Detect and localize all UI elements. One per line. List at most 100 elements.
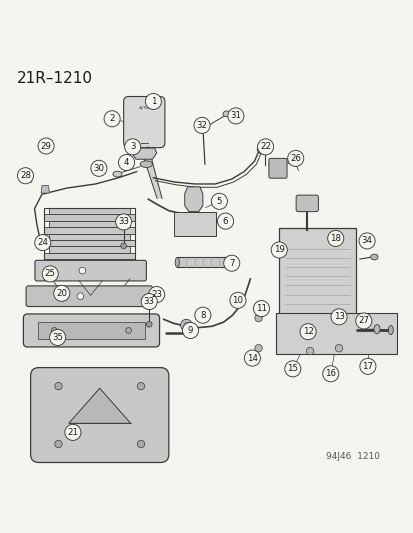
Text: 20: 20 [56, 289, 67, 298]
Circle shape [118, 155, 134, 171]
Text: 31: 31 [230, 111, 241, 120]
Text: 10: 10 [232, 296, 243, 305]
Text: 29: 29 [40, 142, 51, 150]
Circle shape [55, 383, 62, 390]
Text: 9: 9 [188, 326, 193, 335]
Circle shape [54, 285, 70, 301]
Text: 21R–1210: 21R–1210 [17, 70, 93, 85]
Text: 32: 32 [196, 121, 207, 130]
Text: 6: 6 [222, 216, 228, 225]
FancyBboxPatch shape [44, 214, 135, 221]
Polygon shape [132, 148, 156, 159]
Circle shape [194, 117, 209, 133]
FancyBboxPatch shape [49, 246, 130, 253]
Text: 7: 7 [228, 259, 234, 268]
FancyBboxPatch shape [44, 253, 135, 259]
Circle shape [65, 424, 81, 440]
FancyBboxPatch shape [49, 208, 130, 214]
Circle shape [55, 440, 62, 448]
Ellipse shape [257, 145, 268, 154]
Ellipse shape [226, 257, 230, 268]
Circle shape [330, 309, 346, 325]
Text: 11: 11 [255, 304, 266, 313]
Bar [44, 208, 135, 265]
Circle shape [115, 214, 131, 230]
Text: 35: 35 [52, 333, 63, 342]
FancyBboxPatch shape [275, 313, 396, 353]
Circle shape [90, 160, 107, 176]
Circle shape [137, 440, 145, 448]
Ellipse shape [175, 257, 179, 268]
FancyBboxPatch shape [31, 368, 169, 463]
Circle shape [271, 242, 287, 258]
Circle shape [77, 293, 83, 300]
Circle shape [253, 301, 269, 317]
Text: 2: 2 [109, 114, 114, 123]
FancyBboxPatch shape [49, 233, 130, 240]
Polygon shape [69, 388, 131, 423]
Ellipse shape [113, 171, 122, 177]
Circle shape [42, 266, 58, 282]
Circle shape [126, 328, 131, 333]
Ellipse shape [387, 326, 392, 335]
Circle shape [50, 329, 66, 345]
Text: 24: 24 [37, 238, 48, 247]
FancyBboxPatch shape [295, 195, 318, 212]
Circle shape [137, 383, 145, 390]
Circle shape [17, 168, 33, 184]
FancyBboxPatch shape [268, 158, 286, 178]
Circle shape [121, 243, 126, 249]
Text: 33: 33 [143, 297, 154, 306]
Circle shape [284, 361, 300, 377]
Text: 3: 3 [130, 142, 135, 151]
Circle shape [244, 350, 260, 366]
Text: 22: 22 [259, 142, 271, 151]
Circle shape [223, 255, 239, 271]
Circle shape [335, 344, 342, 352]
Text: 5: 5 [216, 197, 222, 206]
Circle shape [217, 213, 233, 229]
Circle shape [180, 319, 192, 331]
Circle shape [148, 287, 164, 303]
Text: 17: 17 [361, 362, 373, 371]
Text: 1: 1 [150, 97, 156, 106]
Circle shape [322, 366, 338, 382]
Text: 33: 33 [118, 217, 129, 227]
Polygon shape [177, 257, 228, 268]
Ellipse shape [373, 325, 379, 334]
FancyBboxPatch shape [35, 260, 146, 281]
Text: 13: 13 [333, 312, 344, 321]
Text: 4: 4 [123, 158, 129, 167]
Circle shape [335, 314, 342, 322]
Circle shape [38, 138, 54, 154]
Polygon shape [41, 185, 49, 193]
Text: 23: 23 [151, 290, 162, 299]
Text: 94J46  1210: 94J46 1210 [325, 453, 380, 461]
Text: 28: 28 [20, 171, 31, 180]
Text: 27: 27 [357, 317, 368, 326]
FancyBboxPatch shape [23, 314, 159, 347]
Circle shape [229, 292, 245, 309]
Text: 25: 25 [45, 269, 56, 278]
FancyBboxPatch shape [26, 286, 152, 306]
FancyBboxPatch shape [123, 96, 164, 148]
FancyBboxPatch shape [173, 212, 215, 236]
Circle shape [227, 108, 243, 124]
Text: 30: 30 [93, 164, 104, 173]
Circle shape [146, 321, 152, 327]
Circle shape [141, 294, 157, 310]
FancyBboxPatch shape [44, 240, 135, 246]
Text: 15: 15 [287, 365, 298, 373]
Circle shape [359, 358, 375, 374]
Text: AJ/PA: AJ/PA [138, 106, 150, 110]
Circle shape [35, 235, 51, 251]
Text: 12: 12 [302, 327, 313, 336]
Bar [38, 322, 145, 338]
Circle shape [257, 139, 273, 155]
Text: 34: 34 [361, 237, 372, 245]
FancyBboxPatch shape [44, 227, 135, 233]
Circle shape [104, 111, 120, 127]
Circle shape [299, 324, 316, 340]
Polygon shape [140, 147, 161, 198]
Text: 18: 18 [330, 234, 340, 243]
